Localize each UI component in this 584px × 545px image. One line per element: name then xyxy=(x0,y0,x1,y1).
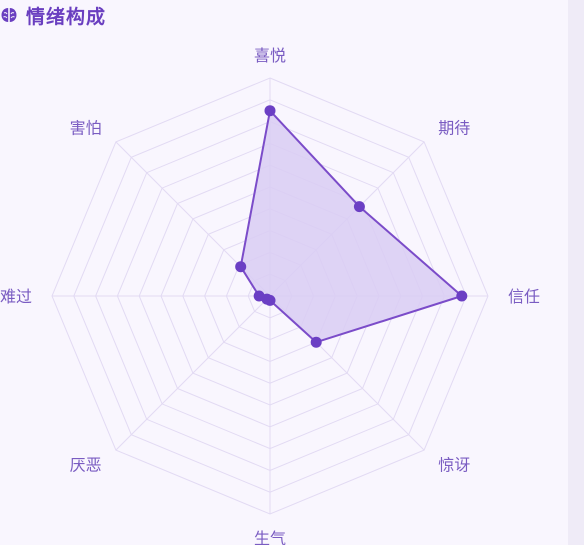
axis-label-4: 惊讶 xyxy=(438,455,470,474)
data-point-3[interactable] xyxy=(456,290,468,302)
data-point-7[interactable] xyxy=(253,290,265,302)
section-title: 情绪构成 xyxy=(26,5,107,28)
axis-label-7: 难过 xyxy=(0,287,32,306)
scrollbar-track[interactable] xyxy=(568,0,584,545)
radar-series xyxy=(235,105,468,348)
axis-label-6: 厌恶 xyxy=(70,455,102,474)
axis-label-1: 喜悦 xyxy=(254,46,286,65)
data-point-1[interactable] xyxy=(264,105,276,117)
axis-label-5: 生气 xyxy=(254,529,286,545)
axis-label-2: 期待 xyxy=(438,119,470,138)
section-header: 情绪构成 xyxy=(0,0,106,30)
axis-label-3: 信任 xyxy=(508,287,540,306)
axis-label-8: 害怕 xyxy=(70,119,102,138)
data-point-8[interactable] xyxy=(235,261,247,273)
series-area xyxy=(239,109,463,344)
data-point-4[interactable] xyxy=(310,336,322,348)
data-point-2[interactable] xyxy=(353,201,365,213)
axis-spoke xyxy=(115,295,271,451)
brain-icon xyxy=(1,8,17,22)
